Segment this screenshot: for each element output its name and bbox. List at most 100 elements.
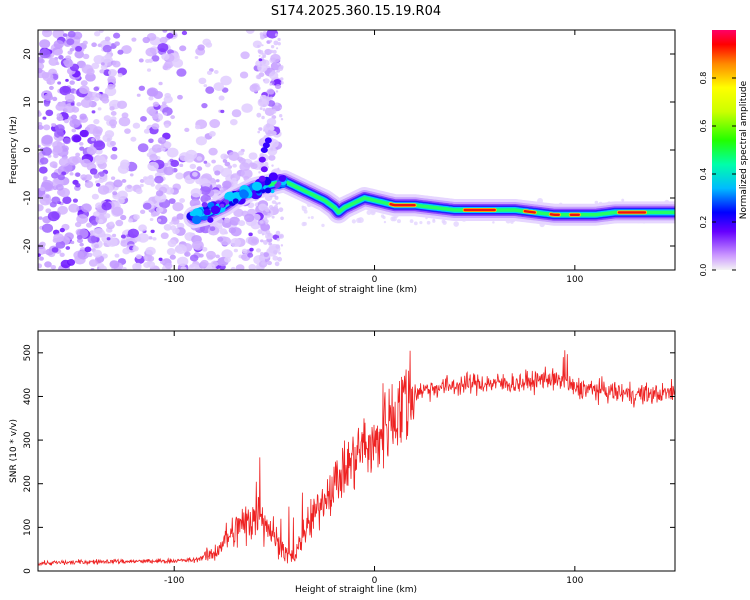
- spectrogram-noise-blob: [256, 74, 262, 80]
- colorbar-tick-label: 0.4: [699, 168, 708, 181]
- spectrogram-noise-blob: [134, 236, 142, 242]
- spectrogram-noise-blob: [271, 108, 277, 114]
- spectrogram-noise-blob: [310, 215, 314, 220]
- spectrogram-y-tick-label: -20: [23, 238, 33, 253]
- spectrogram-noise-blob: [179, 163, 184, 167]
- spectrogram-noise-blob: [274, 261, 280, 267]
- spectrogram-noise-blob: [112, 233, 117, 238]
- spectrogram-noise-blob: [79, 146, 85, 151]
- spectrogram-noise-blob: [117, 49, 124, 55]
- spectrogram-noise-blob: [162, 30, 168, 33]
- spectrogram-noise-blob: [257, 130, 261, 134]
- spectrogram-noise-blob: [164, 123, 170, 129]
- spectrogram-noise-blob: [90, 267, 95, 270]
- spectrogram-noise-blob: [124, 128, 131, 134]
- spectrogram-noise-blob: [621, 198, 625, 202]
- spectrogram-ridge-clump: [258, 175, 266, 182]
- spectrogram-noise-blob: [59, 227, 65, 233]
- spectrogram-noise-blob: [107, 75, 116, 84]
- spectrogram-noise-blob: [94, 180, 100, 184]
- spectrogram-noise-blob: [38, 256, 44, 261]
- spectrogram-noise-blob: [93, 173, 100, 179]
- spectrogram-noise-blob: [211, 159, 216, 164]
- spectrogram-noise-blob: [86, 146, 97, 155]
- spectrogram-noise-blob: [147, 161, 159, 172]
- spectrogram-noise-blob: [97, 107, 102, 111]
- spectrogram-noise-blob: [57, 205, 68, 215]
- spectrogram-noise-blob: [252, 40, 262, 49]
- spectrogram-noise-blob: [98, 30, 104, 34]
- spectrogram-noise-blob: [148, 236, 153, 240]
- spectrogram-ridge-clump: [274, 183, 280, 189]
- spectrogram-noise-blob: [175, 172, 184, 180]
- spectrogram-ridge-clump: [264, 137, 272, 144]
- spectrogram-noise-blob: [98, 265, 107, 270]
- spectrogram-noise-blob: [45, 248, 54, 256]
- spectrogram-noise-blob: [164, 92, 171, 99]
- colorbar-tick-label: 0.8: [699, 72, 708, 85]
- spectrogram-noise-blob: [273, 40, 279, 46]
- spectrogram-noise-blob: [163, 166, 175, 176]
- spectrogram-xlabel: Height of straight line (km): [295, 285, 417, 295]
- spectrogram-noise-blob: [68, 259, 75, 265]
- spectrogram-noise-blob: [108, 68, 118, 77]
- spectrogram-noise-blob: [118, 116, 131, 127]
- spectrogram-noise-blob: [271, 59, 274, 63]
- spectrogram-noise-blob: [107, 83, 115, 90]
- spectrogram-noise-blob: [272, 255, 279, 261]
- spectrogram-ridge-clump: [258, 156, 266, 163]
- spectrogram-noise-blob: [169, 254, 176, 260]
- snr-series-line: [38, 350, 675, 567]
- spectrogram-noise-blob: [56, 113, 62, 118]
- colorbar-tick-label: 0.2: [699, 216, 708, 229]
- spectrogram-noise-blob: [172, 58, 184, 68]
- spectrogram-noise-blob: [409, 219, 414, 223]
- spectrogram-noise-blob: [138, 224, 147, 232]
- spectrogram-noise-blob: [213, 82, 224, 91]
- spectrogram-noise-blob: [261, 233, 265, 236]
- spectrogram-noise-blob: [41, 193, 51, 202]
- spectrogram-noise-blob: [177, 256, 189, 267]
- spectrogram-noise-blob: [93, 140, 106, 151]
- spectrogram-noise-blob: [194, 124, 201, 130]
- spectrogram-noise-blob: [69, 172, 74, 176]
- spectrogram-ridge-clump: [219, 203, 225, 208]
- spectrogram-noise-blob: [149, 217, 154, 222]
- spectrogram-noise-blob: [150, 229, 155, 234]
- spectrogram-noise-blob: [266, 30, 279, 39]
- spectrogram-noise-blob: [259, 32, 264, 36]
- spectrogram-noise-blob: [91, 138, 95, 142]
- spectrogram-noise-blob: [255, 248, 262, 253]
- spectrogram-noise-blob: [208, 130, 216, 137]
- spectrogram-noise-blob: [238, 157, 246, 164]
- spectrogram-noise-blob: [59, 85, 71, 96]
- spectrogram-noise-blob: [87, 252, 93, 258]
- spectrogram-noise-blob: [269, 82, 273, 86]
- spectrogram-noise-blob: [91, 62, 100, 70]
- spectrogram-noise-blob: [220, 109, 225, 114]
- spectrogram-noise-blob: [258, 171, 261, 174]
- spectrogram-noise-blob: [85, 72, 96, 82]
- spectrogram-noise-blob: [275, 90, 279, 93]
- spectrogram-noise-blob: [196, 156, 203, 161]
- spectrogram-noise-blob: [270, 44, 275, 49]
- spectrogram-noise-blob: [260, 251, 264, 256]
- spectrogram-noise-blob: [51, 172, 59, 179]
- spectrogram-noise-blob: [223, 217, 231, 223]
- spectrogram-noise-blob: [98, 219, 104, 224]
- spectrogram-noise-blob: [276, 47, 279, 50]
- spectrogram-ridge-clump: [191, 215, 202, 225]
- spectrogram-noise-blob: [264, 206, 269, 212]
- spectrogram-noise-blob: [76, 214, 89, 224]
- spectrogram-noise-blob: [205, 250, 216, 260]
- spectrogram-noise-blob: [122, 266, 127, 270]
- spectrogram-noise-blob: [86, 222, 93, 228]
- spectrogram-noise-blob: [248, 264, 257, 270]
- spectrogram-noise-blob: [160, 232, 169, 240]
- spectrogram-noise-blob: [265, 107, 269, 111]
- spectrogram-noise-blob: [280, 81, 284, 85]
- spectrogram-noise-blob: [180, 266, 187, 270]
- spectrogram-noise-blob: [413, 221, 418, 226]
- spectrogram-noise-blob: [302, 221, 307, 226]
- spectrogram-ridge-hot: [389, 203, 416, 207]
